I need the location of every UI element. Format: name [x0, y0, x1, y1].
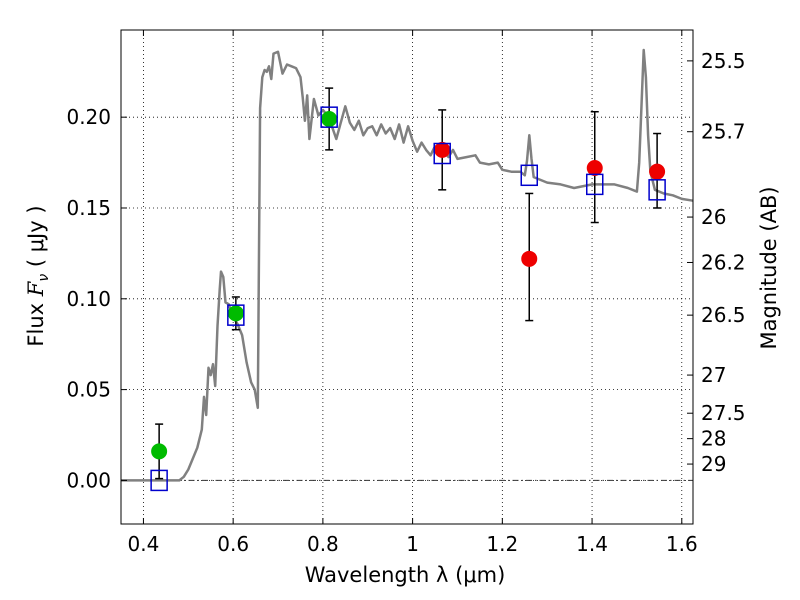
green-photometry-point: [151, 443, 168, 460]
x-tick-label: 1.4: [576, 532, 608, 556]
model-band-square: [520, 164, 539, 187]
data-series: [121, 48, 694, 492]
model-band-square: [320, 106, 338, 128]
magnitude-tick-label: 26.2: [701, 250, 746, 274]
y-tick-label: 0.15: [66, 196, 111, 220]
magnitude-tick-label: 26.5: [701, 303, 746, 327]
y-axis-label-unit: ( μJy ): [24, 205, 48, 273]
x-tick-label: 1.6: [666, 532, 698, 556]
right-axis-label: Magnitude (AB): [757, 186, 781, 349]
magnitude-tick-label: 25.5: [701, 49, 746, 73]
red-photometry-point: [649, 163, 666, 180]
model-band-square: [648, 179, 666, 201]
magnitude-tick-label: 29: [701, 452, 726, 476]
y-tick-label: 0.20: [66, 105, 111, 129]
magnitude-tick-label: 27: [701, 363, 726, 387]
red-photometry-point: [586, 160, 603, 177]
x-tick-label: 0.4: [128, 532, 160, 556]
y-tick-label: 0.00: [66, 468, 111, 492]
red-photometry-point: [521, 250, 538, 267]
y-tick-label: 0.05: [66, 378, 111, 402]
x-tick-label: 0.6: [217, 532, 249, 556]
green-photometry-point: [321, 110, 338, 127]
y-tick-label: 0.10: [66, 287, 111, 311]
magnitude-tick-label: 25.7: [701, 120, 746, 144]
model-band-square: [586, 173, 604, 196]
y-axis-label-symbol: F: [24, 280, 48, 297]
y-axis-label: Flux Fν ( μJy ): [24, 205, 52, 346]
red-photometry-point: [434, 141, 451, 158]
model-band-square: [227, 304, 245, 326]
model-band-square: [433, 142, 451, 165]
x-tick-label: 1.2: [486, 532, 518, 556]
magnitude-tick-label: 27.5: [701, 401, 746, 425]
x-axis-label: Wavelength λ (μm): [305, 563, 506, 587]
axis-ticks: 0.4 0.6 0.8 1 1.2 1.4 1.6 0.00 0.05 0.10 0.15 0.20 2…: [66, 30, 746, 556]
y-axis-label-prefix: Flux: [24, 296, 48, 346]
magnitude-tick-label: 26: [701, 205, 726, 229]
x-tick-label: 0.8: [307, 532, 339, 556]
green-photometry-point: [227, 305, 244, 322]
magnitude-tick-label: 28: [701, 427, 726, 451]
model-band-square: [150, 469, 168, 492]
plot-frame: [120, 29, 694, 525]
x-tick-label: 1: [406, 532, 419, 556]
y-axis-label-subscript: ν: [36, 274, 52, 282]
